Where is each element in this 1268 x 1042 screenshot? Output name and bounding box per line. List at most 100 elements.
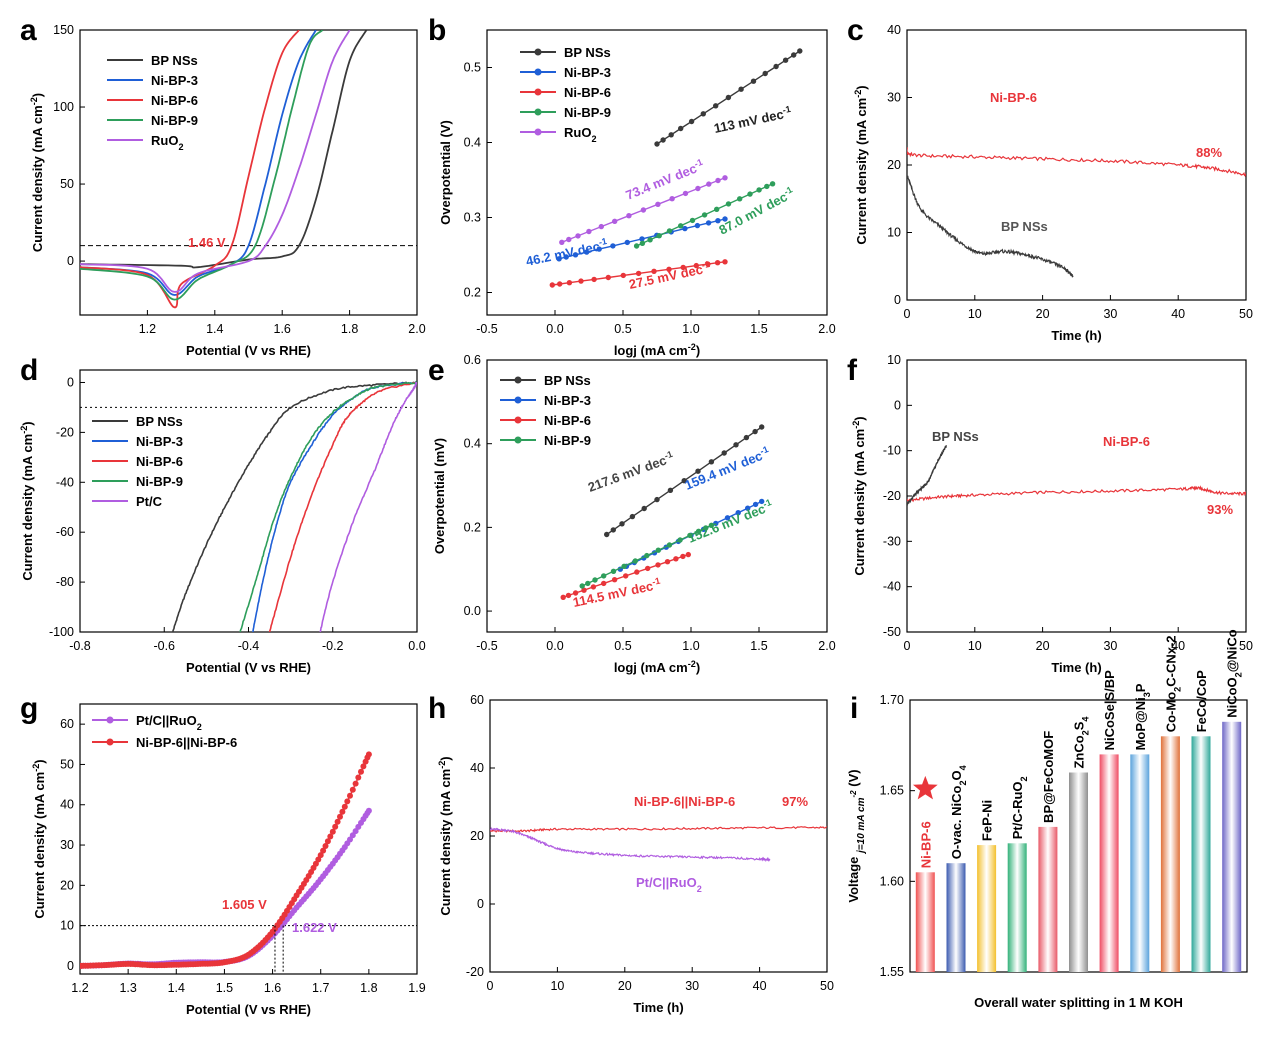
x-tick-label: -0.5 [476,322,498,336]
data-point [557,281,563,287]
series-ni-bp-9 [80,30,324,301]
panel-e: e logj (mA cm-2) Overpotential (mV) -0.5 0.0… [428,353,836,675]
data-point [647,237,653,243]
y-tick-label: 40 [887,23,901,37]
legend-marker [514,436,522,444]
data-point [782,57,789,63]
y-tick-label: -40 [883,580,901,594]
data-point [677,537,683,543]
data-point [579,583,585,589]
data-point [591,276,597,283]
data-point [655,562,661,568]
data-point [620,272,626,279]
panel-label-a: a [20,14,37,47]
y-tick-label: 150 [53,23,74,37]
data-point [339,808,346,815]
bar [1191,736,1211,972]
y-tick-label: 0.5 [464,61,481,75]
data-point [715,177,721,184]
panel-label-h: h [428,692,446,725]
data-point [604,531,610,538]
panel-g: g Potential (V vs RHE) Current density (mA… [20,692,426,1017]
data-point [566,280,573,286]
data-point [590,584,597,590]
data-point [610,527,616,533]
legend-label: Ni-BP-3 [544,393,591,408]
y-tick-label: 0 [67,375,74,389]
legend-label: Ni-BP-6||Ni-BP-6 [136,735,237,750]
x-tick-label: 0.0 [546,639,563,653]
data-point [666,228,673,234]
y-tick-label: 0 [477,897,484,911]
data-point [669,196,675,202]
data-point [358,768,364,775]
data-point [621,563,627,569]
y-tick-label: 0.4 [464,136,481,150]
data-point [703,525,709,531]
series-line [907,485,1246,503]
data-point [682,225,688,232]
bar-category-label: NiCoSe|S/BP [1102,670,1117,751]
tafel-slope-label: 152.6 mV dec-1 [685,497,775,546]
data-point [681,478,687,484]
bar-category-label: Ni-BP-6 [918,821,933,868]
x-tick-label: 1.8 [341,322,358,336]
x-tick-label: 2.0 [818,639,835,653]
bar [1160,736,1180,972]
data-point [688,118,695,125]
legend-label: BP NSs [544,373,591,388]
x-axis-title: Overall water splitting in 1 M KOH [974,995,1183,1010]
y-tick-label: 0.2 [464,520,481,534]
data-point [678,223,684,229]
bar-category-label: FeCo/CoP [1194,670,1209,732]
panel-label-c: c [847,14,864,47]
x-axis-title: Potential (V vs RHE) [186,1002,311,1017]
bar-category-label: O-vac. NiCo2O4 [949,764,968,859]
data-point [337,813,343,820]
x-tick-label: 0 [904,307,911,321]
x-tick-label: 1.5 [750,322,767,336]
panel-a: a Potential (V vs RHE) Current density (mA… [20,14,426,358]
series-line [907,147,1246,177]
legend-label: Ni-BP-9 [151,113,198,128]
legend-marker [534,68,542,76]
x-tick-label: 2.0 [408,322,425,336]
data-point [332,823,339,830]
x-tick-label: 40 [1171,639,1185,653]
data-point [713,520,719,527]
x-tick-label: 20 [1036,307,1050,321]
bar-category-label: ZnCo2S4 [1072,716,1091,769]
data-point [759,498,765,505]
legend-label: Ni-BP-6 [564,85,611,100]
data-point [612,218,618,224]
series-label: Ni-BP-6 [1103,434,1150,449]
data-point [666,266,672,272]
y-tick-label: -20 [466,965,484,979]
data-point [355,774,362,781]
panel-d: d Potential (V vs RHE) Current density (mA… [19,354,426,675]
tafel-slope-label: 27.5 mV dec-1 [627,259,712,292]
legend-label: Pt/C [136,494,163,509]
data-point [601,573,607,579]
data-point [633,243,640,249]
x-tick-label: 1.0 [682,322,699,336]
x-axis-title: Potential (V vs RHE) [186,660,311,675]
series-bp-nss [907,445,947,507]
data-point [682,190,689,197]
legend-label: BP NSs [151,53,198,68]
series-ruo2 [559,175,728,245]
data-point [752,501,759,508]
data-point [797,48,803,54]
y-axis-title: Overpotential (mV) [432,438,447,554]
x-tick-label: 0 [904,639,911,653]
y-axis-title: Voltage j=10 mA cm-2 (V) [846,769,867,902]
series-ni-bp-6 [549,259,728,288]
series-label: Ni-BP-6||Ni-BP-6 [634,794,735,809]
legend-marker [514,376,522,384]
data-point [640,207,647,213]
data-point [315,856,322,863]
series-ni-bp-6 [80,30,300,309]
data-point [722,259,728,265]
y-axis-title: Current density (mA cm-2) [853,85,869,244]
data-point [329,828,336,835]
